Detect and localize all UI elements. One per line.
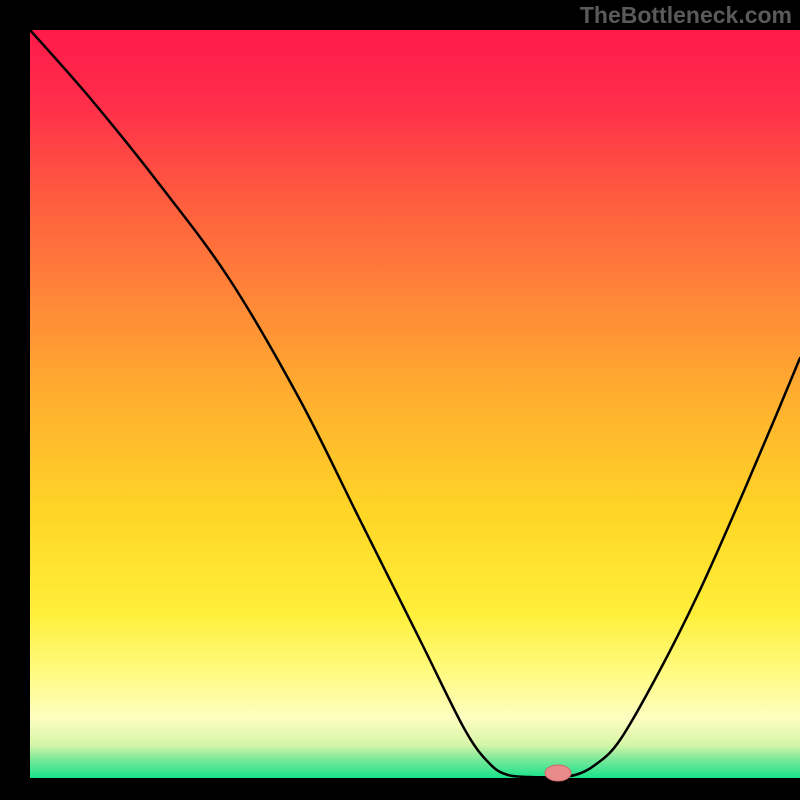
chart-container: TheBottleneck.com — [0, 0, 800, 800]
optimum-marker — [545, 765, 571, 781]
watermark-text: TheBottleneck.com — [580, 2, 792, 29]
bottleneck-curve-chart — [0, 0, 800, 800]
gradient-background — [30, 30, 800, 778]
